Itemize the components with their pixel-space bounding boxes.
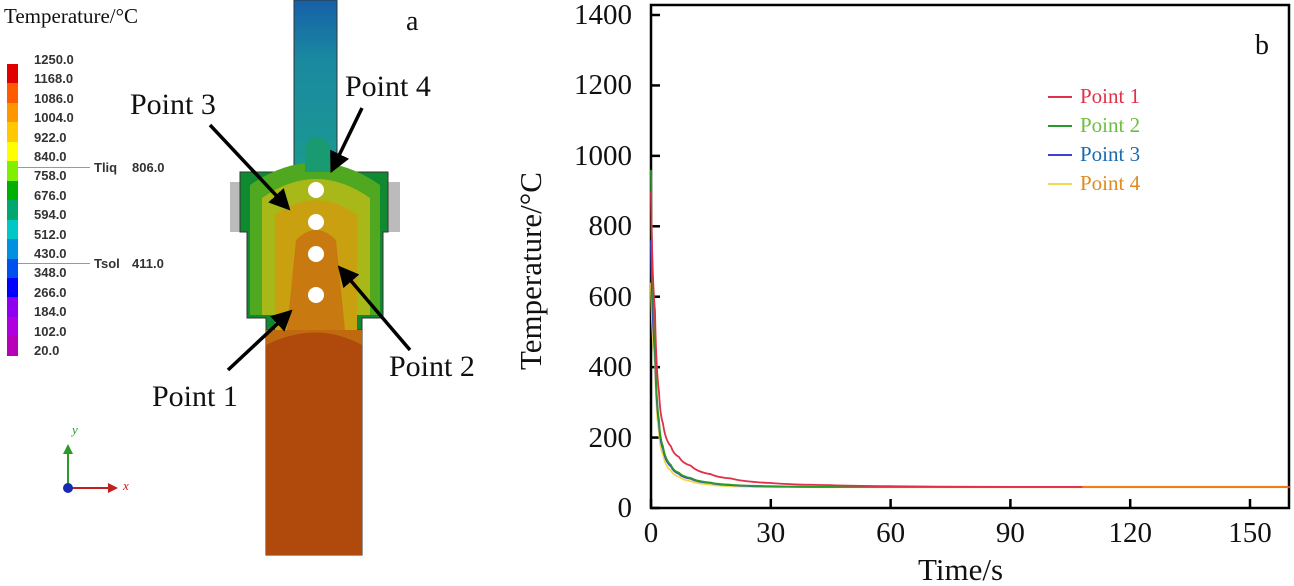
colorbar-label: 266.0 <box>34 284 67 300</box>
colorbar-label: 1004.0 <box>34 110 74 126</box>
point-3-dot <box>308 214 324 230</box>
point-1-dot <box>308 287 324 303</box>
point-4-label: Point 4 <box>345 70 431 103</box>
colorbar-label: 348.0 <box>34 265 67 281</box>
arrow-point-2 <box>337 265 412 352</box>
colorbar-label: 1250.0 <box>34 52 74 67</box>
y-tick-label: 600 <box>588 280 633 313</box>
y-axis-title: Temperature/°C <box>513 172 548 370</box>
legend-label: Point 4 <box>1080 171 1141 195</box>
legend-label: Point 1 <box>1080 84 1141 108</box>
colorbar-band <box>7 122 18 142</box>
colorbar-label: 20.0 <box>34 343 60 358</box>
point-1-label: Point 1 <box>152 380 238 413</box>
colorbar-band <box>7 64 18 84</box>
y-tick-label: 200 <box>588 421 633 454</box>
colorbar <box>7 64 18 356</box>
colorbar-label: 1168.0 <box>34 71 74 87</box>
y-tick-label: 800 <box>588 210 633 243</box>
x-tick-label: 150 <box>1228 517 1272 549</box>
measurement-points <box>308 182 324 303</box>
colorbar-label: 512.0 <box>34 226 67 242</box>
colorbar-band <box>7 200 18 220</box>
x-tick-label: 30 <box>756 517 786 549</box>
tsol-label: Tsol <box>94 256 120 271</box>
plot-frame <box>649 3 1291 510</box>
colorbar-band <box>7 102 18 123</box>
panel-b-label: b <box>1255 30 1269 61</box>
series-line-point-2 <box>650 169 1290 488</box>
axis-triad <box>63 444 118 493</box>
colorbar-label: 594.0 <box>34 207 67 223</box>
colorbar-band <box>7 180 18 201</box>
tliq-label: Tliq <box>94 160 118 175</box>
legend-label: Point 2 <box>1080 113 1141 137</box>
y-tick-label: 0 <box>617 492 633 524</box>
colorbar-label: 184.0 <box>34 304 67 320</box>
point-3-label: Point 3 <box>130 88 216 121</box>
colorbar-band <box>7 239 18 259</box>
tsol-marker-line <box>18 263 90 264</box>
x-tick-label: 0 <box>643 517 659 549</box>
colorbar-title: Temperature/°C <box>4 4 139 28</box>
tliq-marker-line <box>18 167 90 168</box>
tliq-value: 806.0 <box>132 160 165 175</box>
point-4-dot <box>308 182 324 198</box>
axis-y-label: y <box>72 422 78 437</box>
point-2-label: Point 2 <box>389 350 475 383</box>
colorbar-label: 430.0 <box>34 246 67 261</box>
series-line-point-1 <box>650 191 1290 488</box>
y-tick-label: 1000 <box>574 139 632 172</box>
colorbar-label: 1086.0 <box>34 90 74 106</box>
y-tick-label: 400 <box>588 351 633 384</box>
colorbar-band <box>7 277 18 298</box>
legend-label: Point 3 <box>1080 142 1141 166</box>
y-tick-label: 1200 <box>574 69 632 102</box>
series-line-point-4 <box>650 282 1290 489</box>
colorbar-band <box>7 219 18 240</box>
colorbar-label: 676.0 <box>34 187 67 203</box>
colorbar-band <box>7 258 18 278</box>
colorbar-band <box>7 141 18 162</box>
colorbar-band <box>7 336 18 356</box>
arrow-point-3 <box>208 123 291 211</box>
arrows <box>208 107 412 372</box>
colorbar-label: 922.0 <box>34 129 67 145</box>
x-tick-label: 60 <box>876 517 906 549</box>
y-tick-label: 1400 <box>574 0 632 31</box>
x-axis-title: Time/s <box>918 552 1004 586</box>
axis-x-label: x <box>123 478 129 493</box>
x-tick-label: 120 <box>1108 517 1152 549</box>
colorbar-band <box>7 316 18 337</box>
colorbar-band <box>7 83 18 103</box>
arrow-point-4 <box>330 107 364 174</box>
colorbar-label: 102.0 <box>34 323 67 339</box>
panel-a-label: a <box>406 6 419 37</box>
x-tick-label: 90 <box>995 517 1025 549</box>
point-2-dot <box>308 246 324 262</box>
colorbar-label: 840.0 <box>34 149 67 164</box>
colorbar-band <box>7 297 18 317</box>
arrow-point-1 <box>226 309 293 372</box>
tsol-value: 411.0 <box>132 256 164 271</box>
series-line-point-3 <box>650 240 1290 488</box>
colorbar-label: 758.0 <box>34 168 67 184</box>
colorbar-band <box>7 161 18 181</box>
